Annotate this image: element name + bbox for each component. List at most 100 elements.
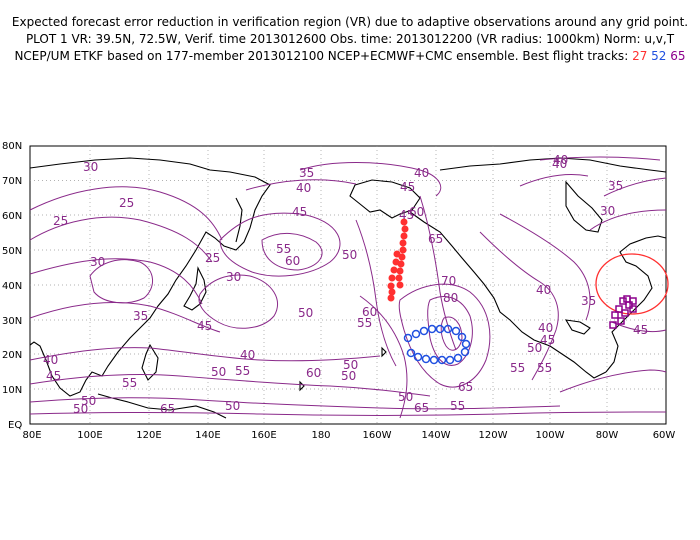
contour-line [299,162,442,197]
track-52-point [429,355,439,365]
contour-line [499,213,591,321]
contour-line [29,186,223,241]
contour-line [29,411,667,416]
contour-label: 40 [553,153,568,167]
lat-label: EQ [8,420,22,431]
contour-line [539,156,661,161]
track-27-point [400,218,408,226]
contour-line [419,195,457,351]
track-52-point [419,326,429,336]
contour-label: 80 [443,291,458,305]
contour-label: 40 [296,181,311,195]
hudson-bay-coast [565,180,603,233]
track-27-point [400,232,408,240]
track-52-point [427,324,437,334]
track-65-point [617,317,625,325]
contour-label: 35 [299,166,314,180]
contour-label: 50 [81,394,96,408]
track-65-point [621,309,629,317]
track-52-point [411,329,421,339]
lon-label: 160W [363,430,392,441]
track-52-point [461,339,471,349]
contour-label: 55 [122,376,137,390]
alaska-coast [349,179,421,219]
track-52-point [406,348,416,358]
contour-label: 55 [357,316,372,330]
contour-label: 70 [441,274,456,288]
track-65-point [629,305,637,313]
track-27-point [393,250,401,258]
track-52-point [435,324,445,334]
contour-label: 50 [341,369,356,383]
lat-label: 50N [2,246,22,257]
track-label-27: 27 [632,49,648,63]
contour-line [359,295,408,419]
contour-label: 60 [285,254,300,268]
contour-label: 65 [160,402,175,416]
track-27-point [396,267,404,275]
track-65-point [625,301,633,309]
track-65-point [623,295,631,303]
track-52-point [445,355,455,365]
track-27-point [388,288,396,296]
lon-label: 140W [422,430,451,441]
contour-label: 45 [633,323,648,337]
asia-coast [29,157,271,397]
lon-label: 100W [536,430,565,441]
contour-label: 45 [400,180,415,194]
contour-label: 45 [46,369,61,383]
track-27-point [396,281,404,289]
track-52-point [421,354,431,364]
contour-line [198,274,279,329]
lon-label: 180 [311,430,330,441]
contour-lines [29,156,667,419]
track-27-point [401,225,409,233]
philippines-coast [141,343,159,381]
track-52-point [437,355,447,365]
contour-label: 55 [510,361,525,375]
contour-line [519,173,589,187]
contour-line [559,369,667,393]
lon-label: 120W [479,430,508,441]
contour-label: 50 [225,399,240,413]
north-america-west-coast [409,211,607,379]
contour-line [398,283,491,388]
contour-label: 50 [527,341,542,355]
track-52-point [460,347,470,357]
contour-line [219,212,341,277]
flight-track-65 [609,295,637,329]
track-65-point [611,311,619,319]
flight-track-27 [387,218,409,302]
kamchatka-coast [235,197,243,243]
contour-label: 50 [73,402,88,416]
contour-label: 40 [240,348,255,362]
indonesia-coast [97,393,227,419]
title-line-3: NCEP/UM ETKF based on 177-member 2013012… [0,49,700,64]
north-america-east-coast [605,235,667,373]
track-65-point [629,297,637,305]
track-52-point [453,353,463,363]
lat-label: 60N [2,211,22,222]
contour-label: 55 [276,242,291,256]
contour-label: 25 [119,196,134,210]
contour-line [427,296,473,366]
track-27-point [388,274,396,282]
contour-line [29,258,203,305]
track-27-point [392,258,400,266]
lon-label: 80W [596,430,619,441]
contour-line [89,259,153,304]
title-line-3-prefix: NCEP/UM ETKF based on 177-member 2013012… [14,49,629,63]
contour-label: 45 [197,319,212,333]
longitude-labels: 80E 100E 120E 140E 160E 180 160W 140W 12… [22,430,675,441]
contour-label: 30 [90,255,105,269]
contour-label: 50 [211,365,226,379]
lon-label: 160E [251,430,276,441]
contour-label: 50 [298,306,313,320]
contour-line [479,231,559,381]
contour-line [440,316,463,351]
contour-label: 60 [362,305,377,319]
coastlines [29,157,667,419]
latitude-labels: 80N 70N 60N 50N 40N 30N 20N 10N EQ [2,141,22,431]
track-65-point [615,305,623,313]
